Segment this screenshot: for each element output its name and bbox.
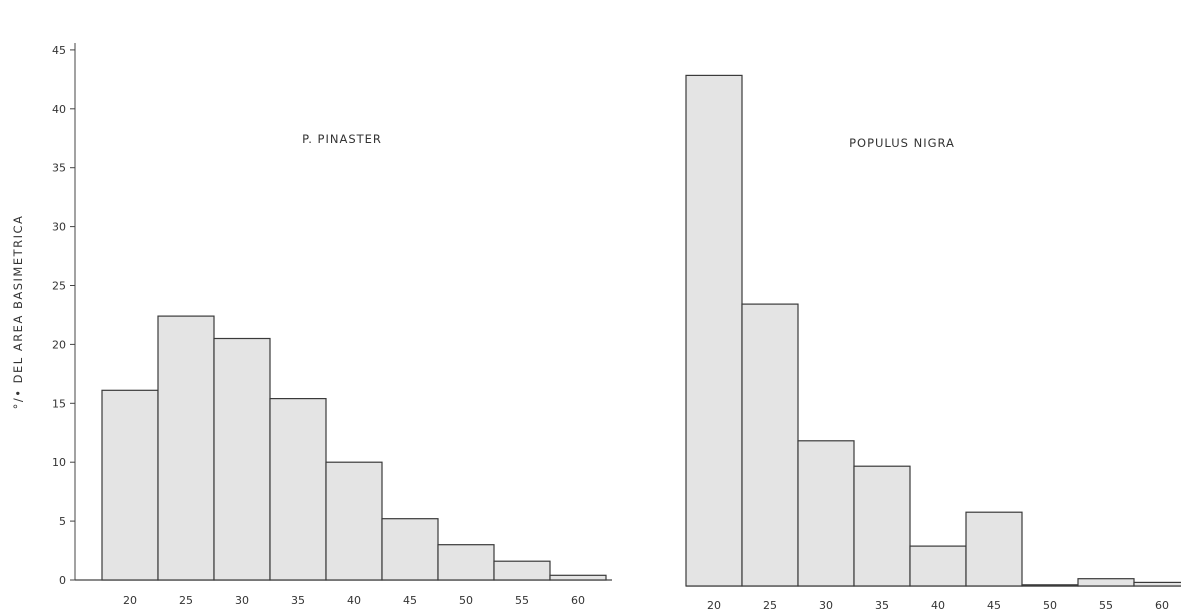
bar-20: [101, 389, 159, 581]
chart-title-pinaster: P. PINASTER: [302, 132, 382, 146]
bar-30: [797, 440, 855, 587]
y-tick-label: 35: [52, 162, 66, 175]
y-axis-label: °/• DEL AREA BASIMETRICA: [11, 215, 25, 410]
chart-panel-pinaster: °/• DEL AREA BASIMETRICA P. PINASTER 20 2…: [11, 43, 612, 607]
x-tick-label: 40: [347, 594, 361, 607]
x-tick-label: 20: [707, 599, 721, 612]
x-tick-label: 45: [403, 594, 417, 607]
bar-40: [909, 545, 967, 587]
x-tick-label: 60: [571, 594, 585, 607]
bar-60: [1133, 581, 1181, 587]
chart-panel-populus: POPULUS NIGRA 20 25 30 35 40 45 50 55 60: [685, 74, 1181, 612]
bar-55: [1077, 578, 1135, 587]
x-tick-label: 30: [235, 594, 249, 607]
bar-50: [1021, 584, 1079, 587]
y-tick-label: 45: [52, 44, 66, 57]
bar-45: [965, 511, 1023, 587]
y-tick-label: 10: [52, 456, 66, 469]
x-tick-label: 35: [875, 599, 889, 612]
bar-40: [325, 461, 383, 581]
y-tick-label: 30: [52, 221, 66, 234]
bar-30: [213, 337, 271, 581]
bar-45: [381, 518, 439, 581]
x-tick-label: 50: [459, 594, 473, 607]
bar-55: [493, 560, 551, 581]
x-tick-label: 40: [931, 599, 945, 612]
bar-25: [157, 315, 215, 581]
x-tick-label: 35: [291, 594, 305, 607]
x-tick-label: 30: [819, 599, 833, 612]
x-tick-label: 50: [1043, 599, 1057, 612]
x-tick-label: 20: [123, 594, 137, 607]
y-tick-label: 5: [59, 515, 66, 528]
x-tick-label: 55: [515, 594, 529, 607]
chart-title-populus: POPULUS NIGRA: [849, 136, 955, 150]
x-tick-label: 25: [179, 594, 193, 607]
y-tick-label: 0: [59, 574, 66, 587]
bar-35: [269, 398, 327, 581]
bar-20: [685, 74, 743, 587]
bar-60: [549, 574, 607, 581]
y-tick-label: 20: [52, 338, 66, 351]
y-tick-label: 25: [52, 280, 66, 293]
x-tick-label: 60: [1155, 599, 1169, 612]
bar-25: [741, 303, 799, 587]
bar-35: [853, 465, 911, 587]
x-tick-label: 45: [987, 599, 1001, 612]
y-tick-label: 40: [52, 103, 66, 116]
y-tick-label: 15: [52, 397, 66, 410]
x-tick-label: 55: [1099, 599, 1113, 612]
x-tick-label: 25: [763, 599, 777, 612]
bar-50: [437, 544, 495, 581]
